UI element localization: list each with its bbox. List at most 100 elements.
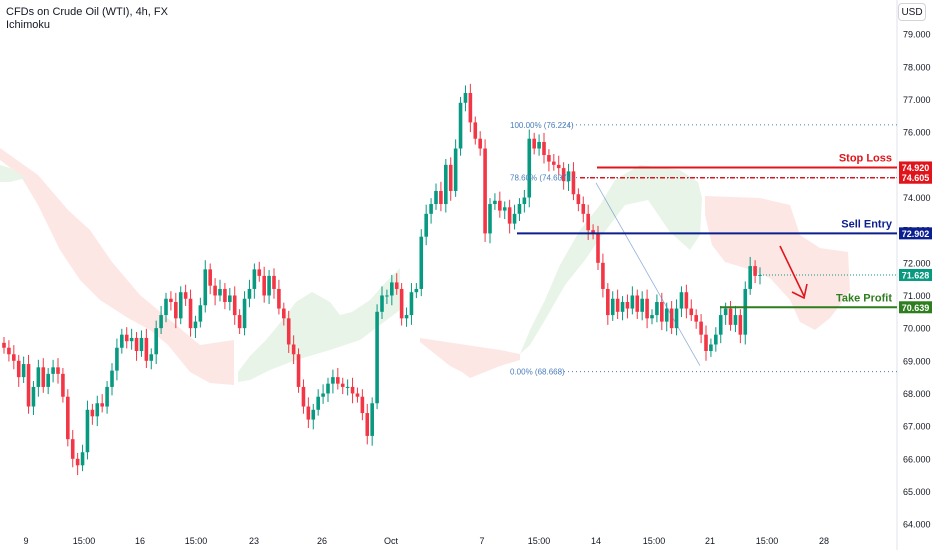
trade-level-label: Sell Entry	[841, 218, 893, 230]
y-tick-label: 71.000	[903, 291, 931, 301]
candle-body	[174, 302, 178, 318]
candle-body	[110, 371, 114, 387]
y-tick-label: 76.000	[903, 128, 931, 138]
candle-body	[351, 387, 355, 394]
x-tick-label: 26	[317, 536, 327, 546]
candle-body	[243, 299, 247, 328]
candle-body	[685, 292, 689, 308]
candle-body	[140, 338, 144, 351]
candle-body	[228, 295, 232, 302]
candle-body	[100, 403, 104, 406]
candle-body	[302, 387, 306, 407]
candle-body	[709, 344, 713, 351]
candle-body	[449, 165, 453, 191]
candle-body	[86, 410, 90, 452]
indicator-label[interactable]: Ichimoku	[6, 19, 50, 31]
candle-body	[454, 149, 458, 191]
candle-body	[341, 384, 345, 387]
x-tick-label: 21	[705, 536, 715, 546]
candle-body	[17, 361, 21, 377]
x-tick-label: 28	[819, 536, 829, 546]
candle-body	[621, 302, 625, 312]
y-tick-label: 78.000	[903, 62, 931, 72]
candle-body	[154, 328, 158, 354]
candle-body	[213, 286, 217, 296]
candle-body	[704, 335, 708, 351]
candle-body	[22, 364, 26, 377]
x-tick-label: 15:00	[73, 536, 96, 546]
candle-body	[311, 410, 315, 420]
candle-body	[616, 299, 620, 312]
y-tick-label: 72.000	[903, 258, 931, 268]
candle-body	[233, 295, 237, 315]
candle-body	[424, 214, 428, 237]
candle-body	[473, 122, 477, 138]
symbol-title[interactable]: CFDs on Crude Oil (WTI), 4h, FX	[6, 6, 168, 18]
candle-body	[282, 309, 286, 319]
candle-body	[46, 374, 50, 387]
candle-body	[581, 204, 585, 214]
candle-body	[297, 354, 301, 387]
candle-body	[498, 201, 502, 211]
candle-body	[469, 93, 473, 122]
candle-body	[390, 282, 394, 295]
candle-body	[689, 309, 693, 316]
candle-body	[208, 269, 212, 285]
candle-body	[159, 315, 163, 328]
y-tick-label: 66.000	[903, 454, 931, 464]
x-tick-label: 15:00	[185, 536, 208, 546]
candle-body	[135, 338, 139, 351]
candle-body	[262, 276, 266, 296]
candle-body	[596, 233, 600, 262]
candle-body	[199, 305, 203, 321]
y-tick-label: 64.000	[903, 520, 931, 530]
candle-body	[586, 214, 590, 230]
candle-body	[753, 266, 757, 276]
candle-body	[552, 162, 556, 165]
trade-level-label: Stop Loss	[839, 152, 892, 164]
price-tag-label: 71.628	[902, 270, 930, 280]
x-tick-label: 7	[479, 536, 484, 546]
candle-body	[493, 201, 497, 204]
candle-body	[267, 276, 271, 296]
candle-body	[164, 299, 168, 315]
candle-body	[203, 269, 207, 305]
candle-body	[189, 299, 193, 328]
candle-body	[508, 207, 512, 223]
candle-body	[37, 367, 41, 387]
x-tick-label: Oct	[384, 536, 399, 546]
candle-body	[537, 142, 541, 149]
candle-body	[523, 198, 527, 205]
candle-body	[238, 315, 242, 328]
candle-body	[356, 393, 360, 396]
candle-body	[631, 295, 635, 308]
candle-body	[2, 343, 6, 348]
candle-body	[503, 207, 507, 210]
candle-body	[346, 387, 350, 388]
candle-body	[478, 139, 482, 149]
candle-body	[719, 315, 723, 335]
candle-body	[405, 315, 409, 318]
candle-body	[660, 302, 664, 322]
candle-body	[680, 292, 684, 308]
candle-body	[321, 393, 325, 396]
candle-body	[429, 204, 433, 214]
candle-body	[419, 237, 423, 289]
candle-body	[606, 289, 610, 315]
candle-body	[149, 354, 153, 361]
x-tick-label: 15:00	[643, 536, 666, 546]
candle-body	[272, 276, 276, 289]
candle-body	[179, 292, 183, 318]
y-tick-label: 67.000	[903, 422, 931, 432]
candle-body	[336, 377, 340, 384]
y-tick-label: 79.000	[903, 30, 931, 40]
currency-button[interactable]: USD	[898, 3, 926, 21]
candle-body	[7, 348, 11, 355]
candle-body	[748, 266, 752, 289]
candle-body	[415, 289, 419, 292]
fib-level-label: 100.00% (76.224)	[510, 121, 574, 130]
candle-body	[645, 299, 649, 319]
candle-body	[41, 367, 45, 387]
